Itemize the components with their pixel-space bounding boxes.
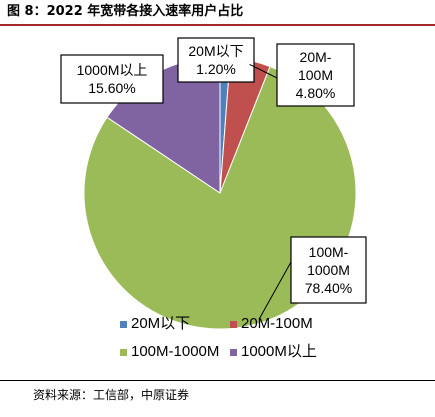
legend-label: 100M-1000M	[131, 343, 219, 360]
data-label-box	[60, 54, 164, 104]
chart-title: 图 8：2022 年宽带各接入速率用户占比	[7, 4, 244, 19]
data-label: 20M-	[300, 49, 332, 65]
label-leader-line	[249, 63, 278, 79]
label-leader-line	[258, 261, 292, 320]
data-label: 100M-	[309, 244, 349, 260]
legend-swatch	[120, 349, 127, 356]
data-label: 4.80%	[296, 85, 336, 101]
data-label: 20M以下	[188, 43, 243, 59]
legend-label: 20M-100M	[241, 315, 313, 332]
pie-slice	[83, 65, 357, 330]
data-label: 1.20%	[196, 61, 236, 77]
legend-label: 1000M以上	[241, 343, 317, 360]
legend-swatch	[230, 321, 237, 328]
data-label: 78.40%	[305, 280, 352, 296]
data-label: 1000M	[307, 262, 350, 278]
legend-label: 20M以下	[131, 315, 190, 332]
data-label: 15.60%	[88, 80, 135, 96]
data-label-box	[276, 43, 355, 107]
legend-swatch	[120, 321, 127, 328]
data-label-box	[177, 37, 255, 83]
data-label-box	[290, 236, 367, 304]
title-rule	[0, 24, 435, 26]
data-label: 1000M以上	[77, 62, 148, 78]
source-note: 资料来源：工信部，中原证券	[33, 388, 190, 402]
legend-swatch	[230, 349, 237, 356]
data-label: 100M	[298, 67, 333, 83]
footer-rule	[0, 380, 435, 381]
